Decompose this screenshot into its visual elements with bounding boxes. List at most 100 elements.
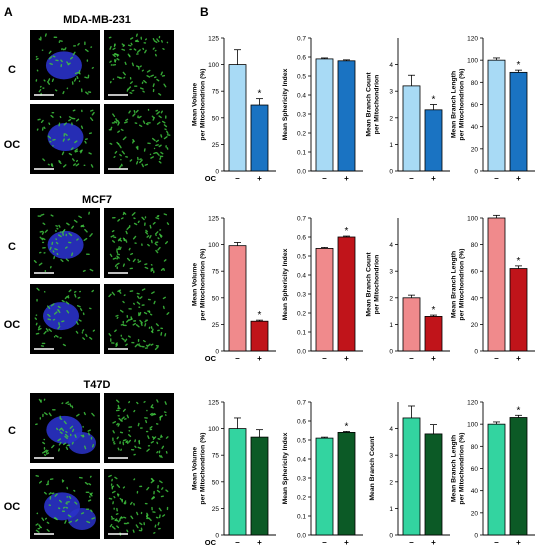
y-tick-label: 3 [389,453,393,460]
y-tick-label: 120 [467,36,478,43]
y-axis-label: Mean Branch Lengthper Mitochondrion (%) [451,248,466,320]
y-tick-label: 50 [212,115,220,122]
significance-marker: * [517,256,521,267]
row-label-mcf7-oc: OC [4,319,21,331]
y-axis-label: Mean Volumeper Mitochondrion (%) [192,248,207,320]
y-tick-label: 0.5 [297,74,306,81]
y-tick-label: 100 [208,426,219,433]
y-tick-label: 0 [389,533,393,540]
y-axis-label: Mean Branch Countper Mitochondrion [366,72,381,137]
x-tick-label: – [322,354,327,363]
x-tick-label: + [257,538,262,547]
y-tick-label: 0.7 [297,400,306,407]
significance-marker: * [345,226,349,237]
y-tick-label: 0.2 [297,131,306,138]
y-tick-label: 0.6 [297,55,306,62]
significance-marker: * [432,305,436,316]
micrograph-panels [30,30,174,539]
y-axis-label: Mean Volumeper Mitochondrion (%) [192,68,207,140]
y-tick-label: 50 [212,295,220,302]
bar [229,246,246,351]
y-tick-label: 25 [212,506,220,513]
y-tick-label: 0.3 [297,292,306,299]
y-tick-label: 0.4 [297,93,306,100]
y-axis-label: Mean Branch Lengthper Mitochondrion (%) [451,432,466,504]
y-tick-label: 40 [471,488,479,495]
significance-marker: * [517,60,521,71]
x-tick-label: + [344,354,349,363]
x-tick-label: – [409,354,414,363]
y-tick-label: 0.0 [297,169,306,176]
micrograph-image [30,469,100,539]
cell-line-title-t47d: T47D [84,379,111,391]
y-tick-label: 3 [389,89,393,96]
y-tick-label: 1 [389,142,393,149]
y-tick-label: 0.3 [297,112,306,119]
row-label-mcf7-c: C [8,241,16,253]
y-tick-label: 80 [471,242,479,249]
panel-label-b: B [200,5,209,19]
micrograph-image [104,284,174,354]
micrograph-image [104,30,174,100]
y-tick-label: 0.2 [297,311,306,318]
y-tick-label: 1 [389,506,393,513]
y-axis-label: Mean Volumeper Mitochondrion (%) [192,432,207,504]
x-tick-label: + [516,174,521,183]
bar [229,65,246,171]
y-tick-label: 120 [467,400,478,407]
x-tick-label: – [409,174,414,183]
y-tick-label: 20 [471,510,479,517]
y-tick-label: 0 [389,349,393,356]
y-tick-label: 4 [389,242,393,249]
micrograph-image [104,469,174,539]
x-tick-label: – [494,174,499,183]
y-tick-label: 1 [389,322,393,329]
y-tick-label: 80 [471,80,479,87]
bar [488,60,505,171]
treatment-label: OC [205,174,217,183]
x-tick-label: – [322,538,327,547]
significance-marker: * [258,310,262,321]
micrograph-image [30,284,100,354]
y-tick-label: 0 [474,533,478,540]
y-axis-label: Mean Branch Countper Mitochondrion [366,252,381,317]
row-label-mda-c: C [8,64,16,76]
y-tick-label: 75 [212,453,220,460]
y-tick-label: 25 [212,322,220,329]
y-tick-label: 75 [212,269,220,276]
micrograph-image [30,393,100,463]
cell-line-title-mda: MDA-MB-231 [63,14,131,26]
y-tick-label: 20 [471,322,479,329]
y-tick-label: 0.0 [297,349,306,356]
y-tick-label: 0.6 [297,235,306,242]
x-tick-label: + [516,354,521,363]
panel-label-a: A [4,5,13,19]
row-label-t47d-oc: OC [4,501,21,513]
treatment-label: OC [205,538,217,547]
x-tick-label: – [409,538,414,547]
x-tick-label: – [322,174,327,183]
y-axis-label: Mean Sphericity Index [282,432,289,504]
x-tick-label: + [516,538,521,547]
treatment-label: OC [205,354,217,363]
x-tick-label: + [257,174,262,183]
y-tick-label: 0.3 [297,476,306,483]
micrograph-image [30,208,100,278]
y-tick-label: 20 [471,146,479,153]
y-axis-label: Mean Branch Lengthper Mitochondrion (%) [451,68,466,140]
y-tick-label: 100 [208,242,219,249]
y-tick-label: 0.1 [297,330,306,337]
y-tick-label: 60 [471,269,479,276]
y-tick-label: 0.6 [297,419,306,426]
x-tick-label: + [257,354,262,363]
y-tick-label: 0 [474,169,478,176]
y-tick-label: 0.7 [297,36,306,43]
bar [316,438,333,535]
